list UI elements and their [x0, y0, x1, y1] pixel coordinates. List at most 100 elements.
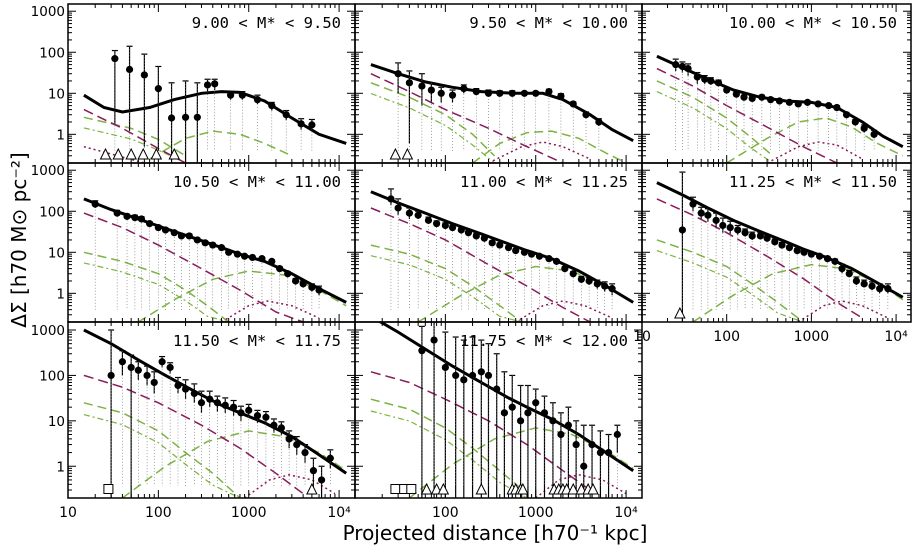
model-component-b-curve	[726, 117, 904, 163]
panel-title: 11.75 < M* < 12.00	[460, 332, 628, 350]
model-component-b-dashdot-curve	[656, 91, 774, 163]
data-point	[285, 435, 293, 443]
data-point	[707, 77, 715, 85]
data-point	[557, 92, 565, 100]
data-point	[500, 409, 508, 417]
negative-point-square	[406, 484, 417, 494]
upper-limit-triangle	[137, 147, 150, 160]
upper-limit-triangle	[125, 147, 137, 160]
panel-grid: 9.00 < M* < 9.50 1 10 100 1000 9.50 < M* < 10…	[31, 3, 912, 521]
upper-limit-triangle	[150, 147, 163, 160]
panel-2: 9.50 < M* < 10.00	[354, 3, 643, 164]
data-point	[405, 209, 414, 217]
data-point	[572, 440, 580, 449]
model-component-a-curve	[370, 207, 591, 322]
data-point	[146, 220, 154, 228]
data-point	[150, 378, 158, 387]
model-component-a-curve	[370, 371, 591, 491]
y-tick-label: 1000	[31, 163, 65, 179]
data-point	[520, 248, 529, 256]
data-point	[299, 280, 307, 288]
data-point	[604, 448, 613, 457]
data-point	[838, 265, 846, 273]
upper-limit-triangle	[168, 147, 181, 160]
data-point	[564, 421, 573, 429]
upper-limit-triangle	[587, 482, 599, 495]
data-point	[689, 200, 697, 208]
data-point	[253, 96, 262, 104]
data-point	[763, 234, 771, 242]
data-point	[714, 79, 723, 87]
y-tick-label: 100	[39, 204, 65, 220]
upper-limit-triangle	[99, 147, 112, 160]
data-point	[814, 100, 822, 108]
x-tick-label: 1000	[794, 329, 830, 345]
data-point	[549, 417, 557, 425]
model-component-b-dashdot-curve	[656, 250, 804, 322]
y-tick-label: 1000	[31, 323, 65, 339]
data-point	[593, 280, 601, 288]
data-point	[268, 257, 276, 265]
data-point	[740, 93, 748, 101]
y-tick-label: 10	[48, 414, 65, 430]
data-point	[441, 221, 449, 230]
panel-plot-area	[370, 62, 634, 163]
data-point	[181, 113, 190, 121]
data-point	[464, 229, 473, 237]
data-point	[785, 98, 794, 106]
data-point	[712, 216, 720, 224]
data-point	[561, 265, 569, 273]
data-point	[448, 223, 457, 232]
model-component-b-curve	[656, 80, 774, 157]
x-tick-label: 10	[59, 505, 77, 521]
x-axis-label: Projected distance [h70⁻¹ kpc]	[343, 521, 648, 545]
data-point	[595, 118, 603, 126]
x-tick-label: 10⁴	[884, 329, 908, 345]
data-point	[734, 226, 742, 234]
data-point	[229, 403, 238, 411]
data-point	[884, 285, 892, 293]
data-point	[221, 401, 229, 409]
data-point	[91, 200, 99, 208]
data-point	[394, 70, 402, 78]
data-point	[460, 376, 468, 384]
panel-plot-area	[656, 54, 904, 163]
data-point	[468, 371, 477, 380]
data-point	[800, 248, 808, 256]
data-point	[206, 395, 214, 403]
data-point	[245, 406, 253, 414]
upper-limit-triangle	[306, 482, 318, 495]
panel-title: 9.00 < M* < 9.50	[192, 14, 341, 32]
model-component-b-curve	[83, 251, 230, 322]
x-tick-label: 100	[713, 329, 740, 345]
data-point	[684, 64, 692, 73]
model-total-curve	[370, 63, 634, 143]
data-point	[113, 209, 121, 217]
data-point	[448, 91, 457, 99]
model-total-curve	[370, 190, 634, 304]
model-total-curve	[83, 197, 347, 304]
data-point	[268, 102, 276, 110]
y-tick-label: 100	[39, 368, 65, 384]
panel-4: 10.50 < M* < 11.00 1 10 100 1000	[31, 162, 356, 323]
data-point	[217, 244, 226, 252]
panel-title: 10.50 < M* < 11.00	[173, 173, 341, 191]
data-point	[297, 120, 305, 128]
y-tick-label: 100	[39, 45, 65, 61]
data-point	[418, 347, 426, 355]
data-point	[793, 246, 801, 255]
data-point	[545, 87, 553, 96]
y-tick-label: 10	[48, 245, 65, 261]
data-point	[452, 371, 460, 380]
data-point	[166, 363, 174, 372]
data-point	[262, 413, 270, 421]
panel-title: 11.25 < M* < 11.50	[729, 173, 897, 191]
data-point	[767, 96, 775, 104]
data-point	[125, 65, 134, 74]
panel-plot-area	[83, 328, 348, 498]
data-point	[516, 417, 525, 425]
panel-title: 11.50 < M* < 11.75	[173, 332, 341, 350]
panel-title: 10.00 < M* < 10.50	[729, 14, 897, 32]
model-component-b-dashdot-curve	[83, 262, 229, 322]
